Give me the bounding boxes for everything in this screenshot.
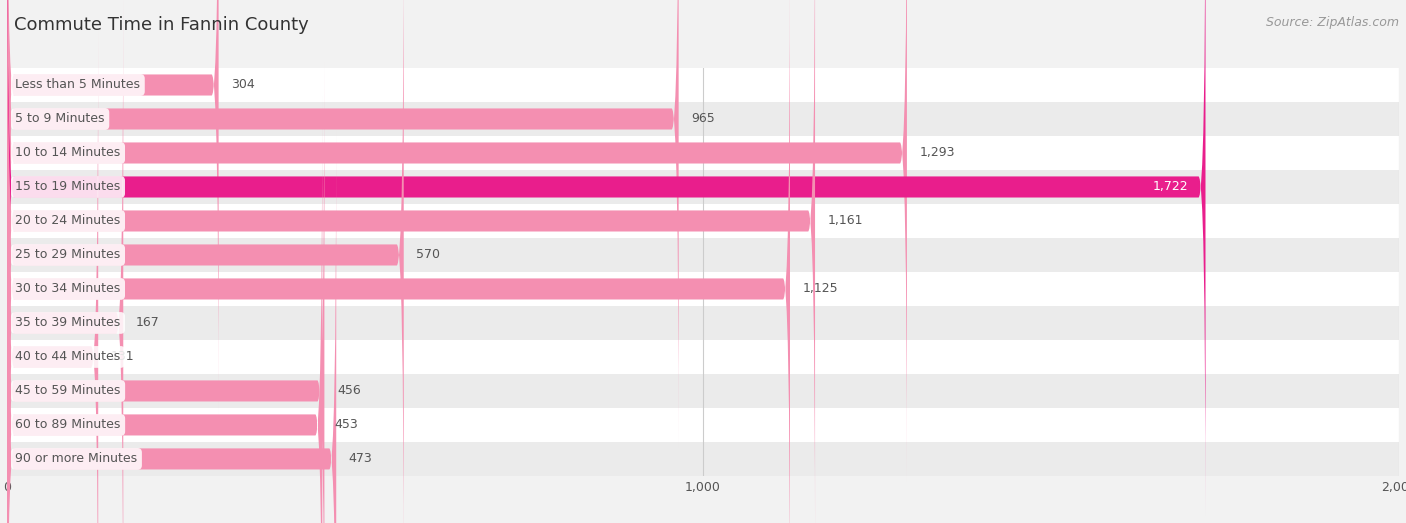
Text: 1,161: 1,161 (828, 214, 863, 228)
Text: 40 to 44 Minutes: 40 to 44 Minutes (15, 350, 121, 363)
Bar (0, 136, 1406, 170)
Text: 1,125: 1,125 (803, 282, 838, 295)
FancyBboxPatch shape (7, 0, 790, 523)
FancyBboxPatch shape (7, 0, 1205, 516)
Text: 473: 473 (349, 452, 373, 465)
FancyBboxPatch shape (7, 0, 124, 523)
FancyBboxPatch shape (7, 96, 322, 523)
Bar (0, 408, 1406, 442)
Text: 965: 965 (692, 112, 714, 126)
FancyBboxPatch shape (7, 28, 98, 523)
FancyBboxPatch shape (7, 0, 218, 414)
Bar (0, 204, 1406, 238)
Text: 167: 167 (136, 316, 159, 329)
Bar (0, 340, 1406, 374)
Text: 15 to 19 Minutes: 15 to 19 Minutes (15, 180, 121, 194)
FancyBboxPatch shape (7, 0, 679, 448)
Text: 60 to 89 Minutes: 60 to 89 Minutes (15, 418, 121, 431)
Text: 1,293: 1,293 (920, 146, 955, 160)
Text: 45 to 59 Minutes: 45 to 59 Minutes (15, 384, 121, 397)
Text: 453: 453 (335, 418, 359, 431)
Bar (0, 238, 1406, 272)
Text: 35 to 39 Minutes: 35 to 39 Minutes (15, 316, 121, 329)
Text: 1,722: 1,722 (1153, 180, 1188, 194)
Text: 20 to 24 Minutes: 20 to 24 Minutes (15, 214, 121, 228)
Bar (0, 306, 1406, 340)
Text: 5 to 9 Minutes: 5 to 9 Minutes (15, 112, 105, 126)
Text: 304: 304 (231, 78, 254, 92)
Bar (0, 374, 1406, 408)
Text: Less than 5 Minutes: Less than 5 Minutes (15, 78, 141, 92)
Bar (0, 442, 1406, 476)
Bar (0, 272, 1406, 306)
FancyBboxPatch shape (7, 0, 815, 523)
FancyBboxPatch shape (7, 0, 404, 523)
FancyBboxPatch shape (7, 62, 325, 523)
Text: 456: 456 (337, 384, 361, 397)
Text: 90 or more Minutes: 90 or more Minutes (15, 452, 138, 465)
Text: 25 to 29 Minutes: 25 to 29 Minutes (15, 248, 121, 262)
FancyBboxPatch shape (7, 0, 907, 482)
Bar (0, 68, 1406, 102)
Bar (0, 170, 1406, 204)
FancyBboxPatch shape (7, 130, 336, 523)
Text: 30 to 34 Minutes: 30 to 34 Minutes (15, 282, 121, 295)
Text: 10 to 14 Minutes: 10 to 14 Minutes (15, 146, 121, 160)
Text: 131: 131 (111, 350, 135, 363)
Text: 570: 570 (416, 248, 440, 262)
Bar (0, 102, 1406, 136)
Text: Source: ZipAtlas.com: Source: ZipAtlas.com (1265, 16, 1399, 29)
Text: Commute Time in Fannin County: Commute Time in Fannin County (14, 16, 309, 33)
